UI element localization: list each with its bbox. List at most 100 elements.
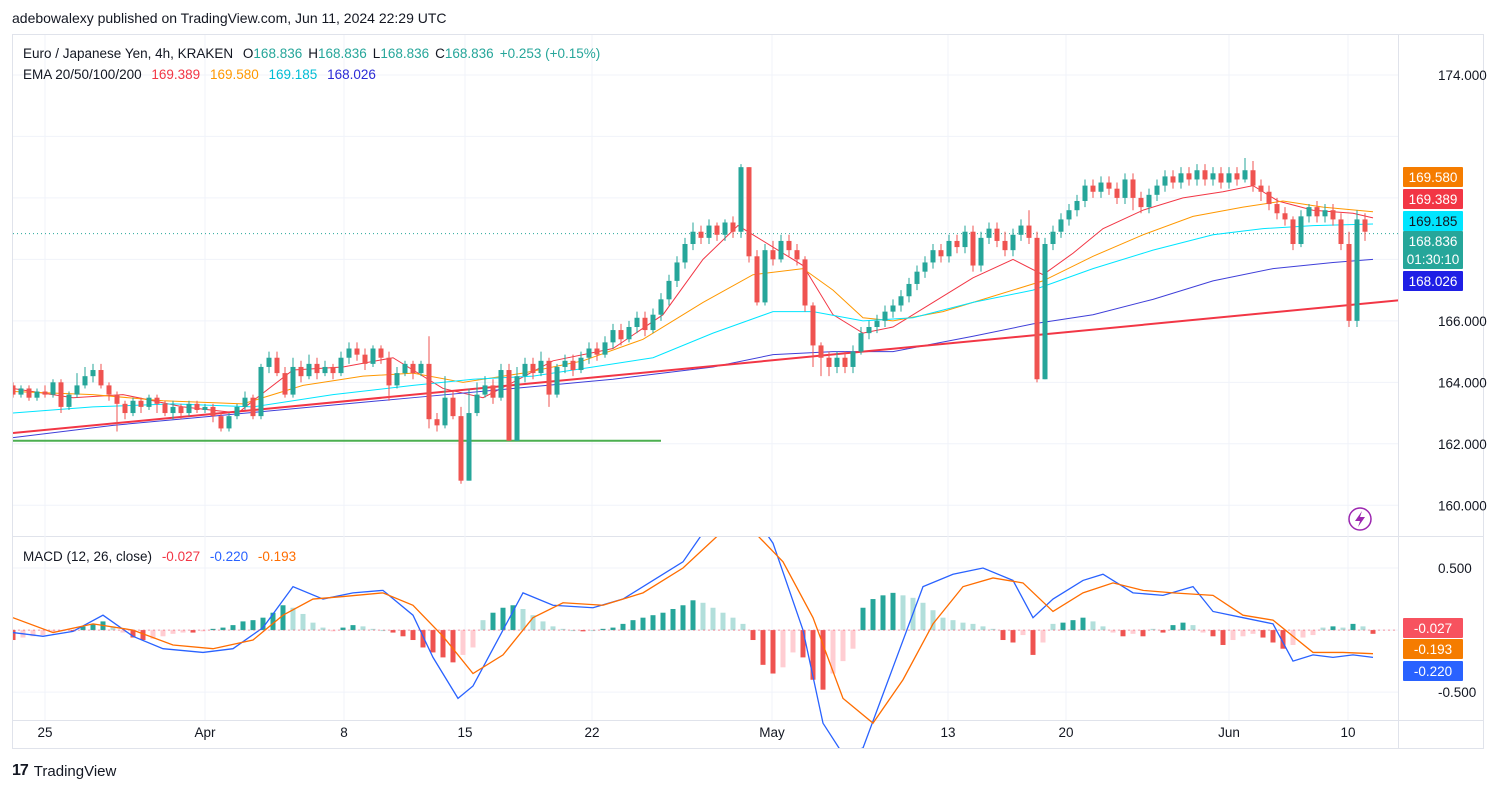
candle-body [378, 348, 384, 358]
ema-label[interactable]: EMA 20/50/100/200 [23, 67, 142, 82]
macd-histogram-bar [800, 630, 806, 658]
macd-histogram-bar [1060, 622, 1066, 631]
main-pane[interactable] [11, 157, 1474, 484]
candle-body [1106, 182, 1112, 189]
macd-histogram-bar [950, 620, 956, 631]
candle-body [90, 370, 96, 377]
candle-body [986, 228, 992, 238]
candle-body [530, 363, 536, 374]
macd-legend: MACD (12, 26, close) -0.027 -0.220 -0.19… [23, 549, 302, 564]
legend-symbol[interactable]: Euro / Japanese Yen, 4h, KRAKEN [23, 46, 234, 61]
candle-body [994, 228, 1000, 241]
footer: 17 TradingView [12, 762, 116, 780]
candle-body [962, 231, 968, 248]
legend-change: +0.253 (+0.15%) [499, 46, 601, 61]
macd-hist-value: -0.027 [161, 549, 201, 564]
candle-body [1090, 185, 1096, 192]
macd-histogram-bar [1070, 620, 1076, 631]
macd-tag-label: -0.027 [1414, 621, 1452, 636]
macd-histogram-bar [500, 607, 506, 631]
macd-histogram-bar [50, 630, 56, 633]
macd-histogram-bar [840, 630, 846, 662]
candle-body [522, 363, 528, 377]
macd-histogram-bar [30, 630, 36, 637]
price-tag-label: 169.185 [1409, 214, 1458, 229]
candle-body [890, 305, 896, 312]
candle-body [410, 363, 416, 374]
macd-histogram-bar [390, 630, 396, 633]
candle-body [338, 357, 344, 374]
lightning-bolt-icon [1355, 511, 1365, 527]
candle-body [938, 250, 944, 257]
macd-histogram-bar [1210, 630, 1216, 637]
macd-histogram-bar [280, 605, 286, 631]
candle-body [1354, 219, 1360, 321]
time-axis-label: May [759, 725, 785, 740]
ema-100-line[interactable] [13, 223, 1374, 414]
candle-body [1226, 173, 1232, 183]
macd-histogram-bar [600, 628, 606, 631]
candle-body [258, 366, 264, 417]
macd-histogram-bar [700, 602, 706, 631]
macd-histogram-bar [1050, 623, 1056, 631]
macd-histogram-bar [1320, 627, 1326, 631]
candle-body [746, 167, 752, 257]
chart-frame[interactable] [12, 34, 1484, 749]
macd-histogram-bar [720, 612, 726, 631]
macd-histogram-bar [880, 595, 886, 631]
candle-body [74, 385, 80, 395]
candle-body [666, 280, 672, 300]
macd-histogram-bar [860, 607, 866, 631]
macd-histogram-bar [1000, 630, 1006, 641]
candle-body [914, 271, 920, 284]
candle-body [618, 330, 624, 340]
macd-histogram-bar [40, 630, 46, 636]
tradingview-logo-icon[interactable]: 17 [12, 762, 29, 779]
price-tag-bg [1403, 249, 1463, 269]
candle-body [658, 299, 664, 315]
candle-body [490, 385, 496, 398]
candle-body [322, 366, 328, 374]
candle-body [970, 231, 976, 266]
candle-body [1346, 244, 1352, 321]
candle-body [442, 397, 448, 426]
macd-histogram-bar [1340, 627, 1346, 631]
macd-histogram-bar [240, 621, 246, 631]
footer-brand[interactable]: TradingView [33, 762, 117, 780]
candle-body [18, 388, 24, 395]
macd-histogram-bar [1160, 630, 1166, 633]
macd-label[interactable]: MACD (12, 26, close) [23, 549, 153, 564]
macd-histogram-bar [1270, 630, 1276, 643]
macd-histogram-bar [820, 630, 826, 690]
macd-line[interactable] [13, 500, 1374, 754]
candle-body [538, 360, 544, 374]
candle-body [754, 256, 760, 303]
candle-body [954, 240, 960, 248]
ema-200-line[interactable] [13, 258, 1374, 439]
macd-histogram-bar [360, 626, 366, 631]
macd-pane[interactable] [11, 500, 1376, 754]
price-tag-label: 168.836 [1409, 234, 1458, 249]
macd-histogram-bar [440, 630, 446, 658]
macd-histogram-bar [450, 630, 456, 663]
trendline-line[interactable] [13, 293, 1473, 435]
macd-histogram-bar [810, 630, 816, 680]
ema20-value: 169.389 [151, 67, 201, 82]
ema-20-line[interactable] [13, 185, 1374, 414]
macd-histogram-bar [970, 623, 976, 631]
signal-line[interactable] [13, 531, 1374, 725]
price-tag-bg [1403, 231, 1463, 251]
candle-body [930, 250, 936, 263]
candle-body [170, 406, 176, 414]
candle-body [794, 250, 800, 260]
lightning-icon[interactable] [1348, 507, 1372, 531]
macd-histogram-bar [670, 608, 676, 631]
candle-body [1306, 207, 1312, 217]
candle-body [426, 363, 432, 420]
macd-histogram-bar [140, 630, 146, 641]
candle-body [874, 320, 880, 327]
candle-body [290, 366, 296, 395]
candle-body [1082, 185, 1088, 201]
legend-o-label: O [242, 46, 254, 61]
